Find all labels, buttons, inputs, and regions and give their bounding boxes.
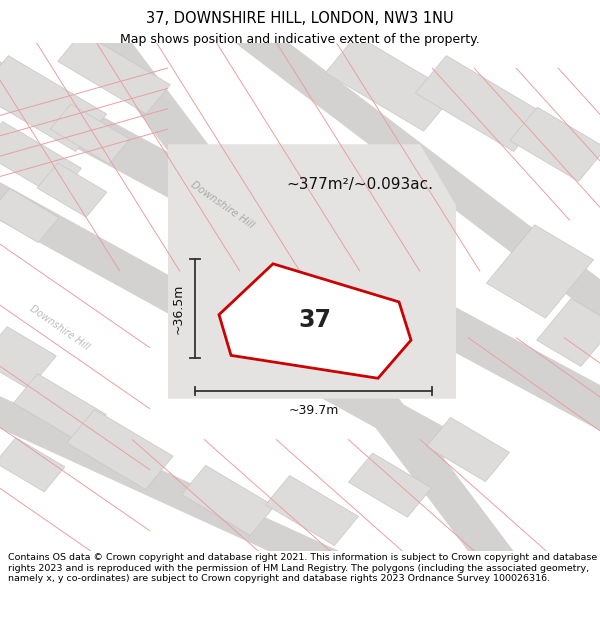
Polygon shape [266, 476, 358, 546]
Polygon shape [168, 144, 456, 399]
Polygon shape [415, 56, 545, 151]
Polygon shape [14, 374, 106, 444]
Polygon shape [0, 52, 600, 441]
Polygon shape [182, 466, 274, 536]
Text: 37: 37 [299, 308, 331, 332]
Text: Map shows position and indicative extent of the property.: Map shows position and indicative extent… [120, 33, 480, 46]
Text: 37, DOWNSHIRE HILL, LONDON, NW3 1NU: 37, DOWNSHIRE HILL, LONDON, NW3 1NU [146, 11, 454, 26]
Text: Contains OS data © Crown copyright and database right 2021. This information is : Contains OS data © Crown copyright and d… [8, 554, 597, 583]
Polygon shape [216, 6, 600, 334]
Polygon shape [67, 409, 173, 489]
Text: ~377m²/~0.093ac.: ~377m²/~0.093ac. [287, 177, 433, 192]
Polygon shape [0, 386, 368, 589]
Polygon shape [536, 299, 600, 366]
Text: ~39.7m: ~39.7m [289, 404, 338, 417]
Polygon shape [219, 264, 411, 378]
Polygon shape [510, 107, 600, 181]
Polygon shape [0, 188, 59, 242]
Polygon shape [325, 35, 455, 131]
Polygon shape [427, 418, 509, 482]
Polygon shape [0, 122, 82, 198]
Polygon shape [0, 438, 65, 492]
Text: Downshire Hill: Downshire Hill [188, 180, 256, 231]
Polygon shape [0, 171, 460, 463]
Polygon shape [50, 104, 130, 164]
Polygon shape [487, 225, 593, 318]
Polygon shape [74, 8, 526, 586]
Polygon shape [58, 32, 170, 114]
Polygon shape [349, 453, 431, 518]
Text: Downshire Hill: Downshire Hill [28, 303, 92, 352]
Polygon shape [0, 56, 107, 151]
Text: ~36.5m: ~36.5m [172, 283, 185, 334]
Polygon shape [37, 163, 107, 217]
Polygon shape [0, 327, 56, 389]
